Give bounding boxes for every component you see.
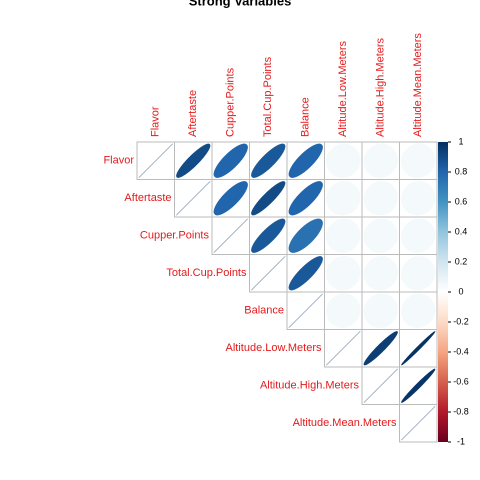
colorbar-tick-label: 1 bbox=[458, 136, 463, 146]
ellipse bbox=[251, 143, 286, 178]
colorbar-tick-label: 0 bbox=[458, 286, 463, 296]
colorbar-tick-label: 0.2 bbox=[455, 256, 468, 266]
ellipse bbox=[288, 143, 323, 178]
column-label: Altitude.High.Meters bbox=[375, 37, 387, 137]
column-label: Total.Cup.Points bbox=[262, 56, 274, 137]
ellipse bbox=[363, 143, 398, 178]
ellipse bbox=[363, 293, 398, 328]
colorbar-tick-label: -0.4 bbox=[453, 346, 469, 356]
ellipse bbox=[326, 143, 361, 178]
ellipse bbox=[401, 218, 436, 253]
row-label: Balance bbox=[244, 305, 284, 317]
ellipse bbox=[288, 293, 323, 328]
ellipse bbox=[401, 406, 436, 441]
ellipse bbox=[326, 331, 361, 366]
ellipse bbox=[363, 368, 398, 403]
ellipse bbox=[213, 181, 248, 216]
ellipse bbox=[288, 181, 323, 216]
ellipse bbox=[288, 256, 323, 291]
ellipse bbox=[363, 181, 398, 216]
ellipse bbox=[401, 331, 436, 366]
ellipse bbox=[251, 256, 286, 291]
ellipse bbox=[326, 218, 361, 253]
colorbar-tick-label: 0.6 bbox=[455, 196, 468, 206]
ellipse bbox=[176, 143, 211, 178]
colorbar-tick-label: 0.4 bbox=[455, 226, 468, 236]
ellipse bbox=[288, 218, 323, 253]
column-label: Aftertaste bbox=[187, 90, 199, 137]
row-label: Altitude.High.Meters bbox=[260, 380, 360, 392]
ellipse bbox=[401, 293, 436, 328]
ellipse bbox=[176, 181, 211, 216]
ellipse bbox=[326, 256, 361, 291]
ellipse bbox=[251, 181, 286, 216]
ellipse bbox=[251, 218, 286, 253]
column-label: Flavor bbox=[150, 106, 162, 137]
column-label: Altitude.Mean.Meters bbox=[412, 33, 424, 137]
row-label: Altitude.Low.Meters bbox=[226, 342, 322, 354]
ellipse bbox=[213, 143, 248, 178]
chart-title: Strong Variables bbox=[189, 0, 292, 8]
colorbar-tick-label: 0.8 bbox=[455, 166, 468, 176]
ellipse bbox=[326, 293, 361, 328]
ellipse bbox=[401, 181, 436, 216]
row-label: Flavor bbox=[103, 155, 134, 167]
colorbar-tick-label: -0.6 bbox=[453, 376, 469, 386]
column-label: Altitude.Low.Meters bbox=[337, 41, 349, 137]
ellipse bbox=[363, 218, 398, 253]
ellipse bbox=[363, 256, 398, 291]
column-label: Balance bbox=[300, 97, 312, 137]
row-label: Altitude.Mean.Meters bbox=[293, 417, 397, 429]
ellipse bbox=[326, 181, 361, 216]
ellipse bbox=[401, 143, 436, 178]
column-label: Cupper.Points bbox=[225, 67, 237, 137]
ellipse bbox=[401, 256, 436, 291]
colorbar bbox=[438, 142, 448, 442]
row-label: Total.Cup.Points bbox=[166, 267, 247, 279]
row-label: Cupper.Points bbox=[140, 230, 210, 242]
ellipse bbox=[138, 143, 173, 178]
colorbar-tick-label: -0.8 bbox=[453, 406, 469, 416]
ellipse bbox=[213, 218, 248, 253]
ellipse bbox=[401, 368, 436, 403]
colorbar-tick-label: -1 bbox=[457, 436, 465, 446]
ellipse bbox=[363, 331, 398, 366]
row-label: Aftertaste bbox=[124, 192, 171, 204]
colorbar-tick-label: -0.2 bbox=[453, 316, 469, 326]
